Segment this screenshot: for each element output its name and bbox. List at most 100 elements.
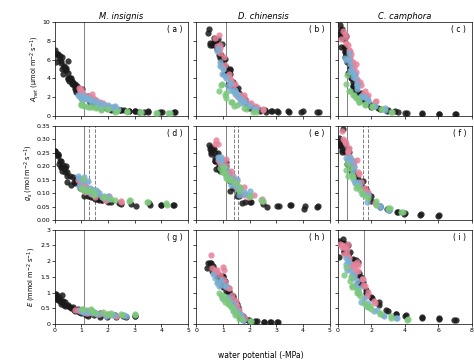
- Point: [242, 106, 250, 112]
- Point: [344, 252, 352, 258]
- Point: [125, 108, 132, 114]
- Point: [336, 138, 344, 144]
- Point: [219, 66, 227, 72]
- Point: [210, 269, 218, 275]
- Point: [226, 178, 234, 184]
- Point: [83, 308, 91, 314]
- Point: [218, 158, 225, 164]
- Point: [403, 110, 410, 116]
- Point: [246, 189, 254, 194]
- Point: [364, 97, 371, 102]
- Point: [222, 284, 229, 290]
- Point: [222, 170, 230, 176]
- Point: [81, 174, 88, 180]
- Point: [215, 142, 222, 147]
- Point: [117, 107, 124, 113]
- Point: [219, 296, 227, 302]
- Point: [236, 192, 243, 198]
- Point: [98, 310, 105, 316]
- Point: [123, 109, 131, 115]
- Point: [341, 48, 349, 54]
- Point: [61, 169, 69, 175]
- Point: [213, 280, 221, 286]
- Point: [349, 70, 357, 76]
- Point: [234, 93, 241, 99]
- Point: [90, 105, 97, 110]
- Point: [221, 278, 228, 284]
- Point: [218, 71, 225, 76]
- Point: [241, 316, 248, 322]
- Point: [357, 281, 365, 287]
- Point: [361, 88, 369, 94]
- Point: [214, 36, 222, 42]
- Point: [235, 307, 243, 313]
- Point: [345, 51, 353, 56]
- Point: [107, 310, 115, 316]
- Point: [229, 304, 237, 310]
- Point: [346, 62, 354, 67]
- Point: [365, 289, 372, 295]
- Text: ( b ): ( b ): [309, 25, 325, 34]
- Point: [371, 99, 378, 105]
- Point: [78, 308, 85, 313]
- Point: [74, 177, 82, 183]
- Point: [260, 198, 267, 203]
- Point: [349, 59, 356, 65]
- Point: [84, 189, 92, 194]
- Point: [342, 141, 350, 147]
- Point: [337, 36, 345, 42]
- Point: [86, 307, 94, 313]
- Point: [344, 267, 351, 273]
- Point: [61, 165, 69, 171]
- Point: [216, 164, 223, 170]
- Point: [57, 164, 65, 170]
- Point: [219, 295, 226, 300]
- Point: [217, 159, 224, 165]
- Point: [218, 154, 225, 160]
- Point: [250, 109, 257, 114]
- Point: [350, 171, 357, 177]
- Point: [213, 273, 220, 279]
- Point: [231, 180, 238, 185]
- Point: [342, 245, 349, 251]
- Point: [227, 178, 234, 184]
- Point: [235, 307, 242, 313]
- Point: [346, 260, 353, 265]
- Point: [340, 251, 347, 257]
- Point: [337, 241, 345, 247]
- Point: [85, 95, 93, 101]
- Point: [102, 105, 110, 110]
- Point: [239, 94, 247, 100]
- Text: ( g ): ( g ): [167, 233, 183, 242]
- Point: [128, 201, 135, 207]
- Point: [233, 179, 240, 185]
- Point: [102, 313, 110, 319]
- Point: [82, 184, 90, 190]
- Point: [89, 310, 96, 316]
- Point: [352, 173, 359, 178]
- Point: [393, 209, 401, 215]
- Point: [350, 270, 357, 276]
- Point: [55, 294, 62, 299]
- Point: [96, 99, 104, 105]
- Point: [88, 190, 95, 196]
- Point: [58, 299, 66, 305]
- Point: [240, 189, 247, 195]
- Point: [401, 211, 409, 216]
- Point: [90, 101, 97, 107]
- Point: [84, 313, 92, 319]
- Point: [339, 28, 346, 34]
- Point: [257, 197, 265, 203]
- Point: [218, 56, 226, 62]
- Point: [81, 95, 88, 101]
- Point: [358, 94, 365, 100]
- Point: [63, 169, 71, 175]
- Point: [87, 99, 95, 105]
- Point: [237, 94, 245, 100]
- Point: [64, 76, 72, 82]
- Point: [224, 83, 232, 89]
- Point: [79, 184, 86, 189]
- Point: [343, 246, 350, 252]
- Point: [217, 159, 225, 165]
- Point: [112, 314, 120, 320]
